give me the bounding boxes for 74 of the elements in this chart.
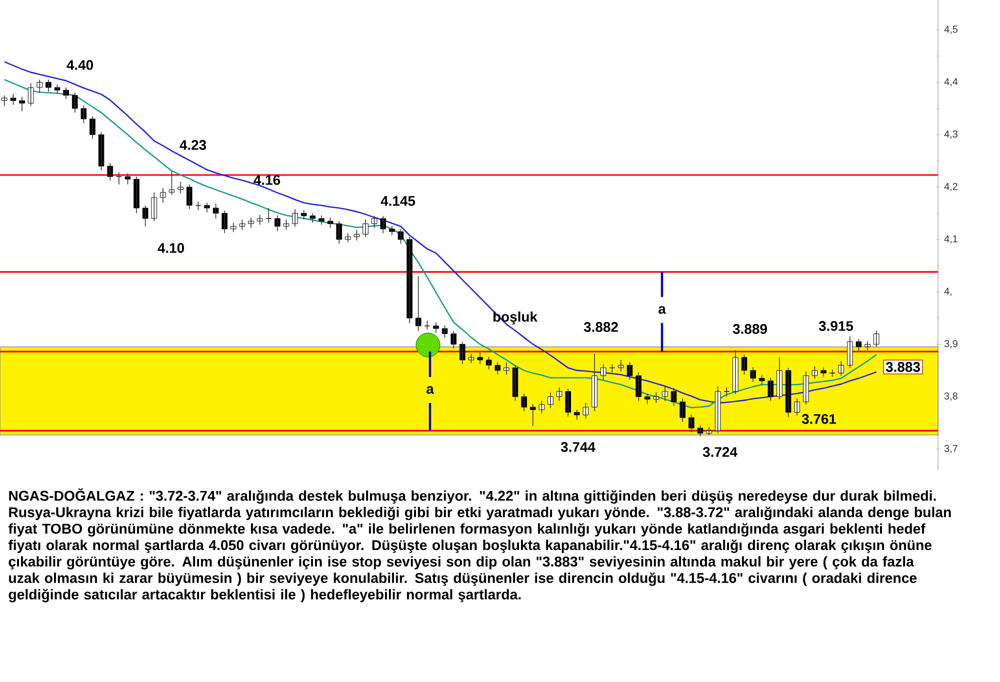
annotation: 4.23 — [180, 140, 206, 150]
candlestick — [28, 82, 34, 106]
candlestick — [204, 202, 210, 213]
candlestick — [54, 84, 60, 94]
candlestick — [46, 79, 52, 92]
annotation: 4.40 — [66, 60, 94, 70]
candlestick — [785, 367, 792, 418]
y-tick-label: 4,5 — [944, 26, 958, 34]
y-tick-label: 3,9 — [944, 340, 958, 348]
candlestick — [662, 386, 668, 402]
candlestick — [609, 364, 616, 373]
candlestick — [80, 104, 87, 124]
annotation: 3.882 — [584, 322, 618, 332]
candlestick — [310, 212, 316, 224]
candlestick — [36, 79, 43, 94]
candlestick — [354, 230, 360, 241]
candlestick — [768, 377, 774, 402]
candlestick — [239, 219, 246, 230]
y-tick-label: 4,4 — [944, 78, 958, 86]
candlestick — [2, 94, 8, 106]
candlestick — [10, 93, 16, 106]
annotation: a — [426, 386, 434, 394]
candlestick — [442, 324, 448, 338]
candlestick — [494, 362, 501, 376]
candlestick — [812, 366, 818, 380]
candlestick — [653, 392, 660, 404]
candlestick — [670, 388, 677, 406]
y-tick-label: 4,1 — [944, 235, 958, 244]
candlestick — [380, 215, 386, 234]
annotation: 4.145 — [380, 196, 416, 206]
annotation: 3.915 — [818, 321, 854, 331]
candlestick — [538, 400, 545, 414]
candlestick — [345, 232, 351, 242]
candlestick — [160, 188, 166, 204]
candlestick — [574, 409, 580, 420]
candlestick — [468, 353, 474, 364]
candlestick — [371, 215, 378, 228]
annotation: a — [658, 306, 666, 314]
annotation: 3.761 — [802, 414, 836, 424]
annotation: 4.16 — [254, 175, 280, 185]
annotation: 4.10 — [158, 243, 184, 253]
candlestick — [142, 204, 148, 227]
candlestick — [230, 222, 236, 233]
candlestick — [477, 352, 483, 365]
y-tick-label: 4, — [944, 288, 952, 296]
candlestick — [98, 132, 104, 171]
candlestick — [318, 214, 324, 226]
candlestick — [820, 366, 826, 378]
y-tick-label: 3,7 — [944, 444, 958, 454]
candlestick — [124, 173, 131, 185]
candlestick — [600, 364, 606, 380]
candlestick — [266, 208, 272, 224]
candlestick — [212, 203, 219, 219]
candlestick — [697, 424, 704, 437]
candlestick — [178, 181, 184, 194]
candlestick — [724, 386, 730, 398]
candlestick — [389, 225, 395, 236]
candlestick — [582, 402, 589, 420]
annotation: 3.889 — [732, 324, 767, 334]
text: 3.883 — [886, 362, 920, 372]
candlestick — [116, 172, 122, 185]
text: NGAS-DOĞALGAZ : "3.72-3.74" aralığında destek bulmuşa benziyor. "4.22" in altına gittiğinden beri düşüş neredeyse dur durak bilmedi. Rusya-Ukrayna krizi bile fiyatlarda yatırımcıların beklediği gibi bir etki yaratmadı yukarı yönde. "3.88-3.72" aralığındaki alanda denge bulan fiyat TOBO görünümüne dönmekte kısa vadede. "a" ile belirlenen formasyon kalınlığı yukarı yönde katlandığında asgari beklenti hedef fiyatı olarak normal şartlarda 4.050 civarı görünüyor. Düşüşte oluşan boşlukta kapanabilir."4.15-4.16" aralığı direnç olarak çıkışın önüne çıkabilir görüntüye göre. Alım düşünenler için ise stop seviyesi son dip olan "3.883" seviyesinin altında makul bir yere ( çok da fazla uzak olmasın ki zarar büyümesin ) bir seviyeye konulabilir. Satış düşünenler ise direncin olduğu "4.15-4.16" civarını ( oradaki dirence geldiğinde satıcılar artacaktır beklentisi ile ) hedefleyebilir normal şartlarda. — [8, 488, 951, 602]
annotation: 3.744 — [560, 442, 596, 452]
y-tick-label: 4,3 — [944, 130, 958, 139]
annotation: 3.724 — [702, 447, 738, 457]
y-tick-label: 3,8 — [944, 392, 958, 401]
y-tick-label: 4,2 — [944, 182, 958, 192]
candlestick — [327, 217, 334, 228]
candlestick — [433, 322, 439, 334]
candlestick — [714, 386, 721, 434]
candlestick — [256, 214, 263, 226]
candlestick — [486, 356, 492, 370]
candlestick — [504, 362, 510, 376]
candlestick — [556, 386, 562, 402]
